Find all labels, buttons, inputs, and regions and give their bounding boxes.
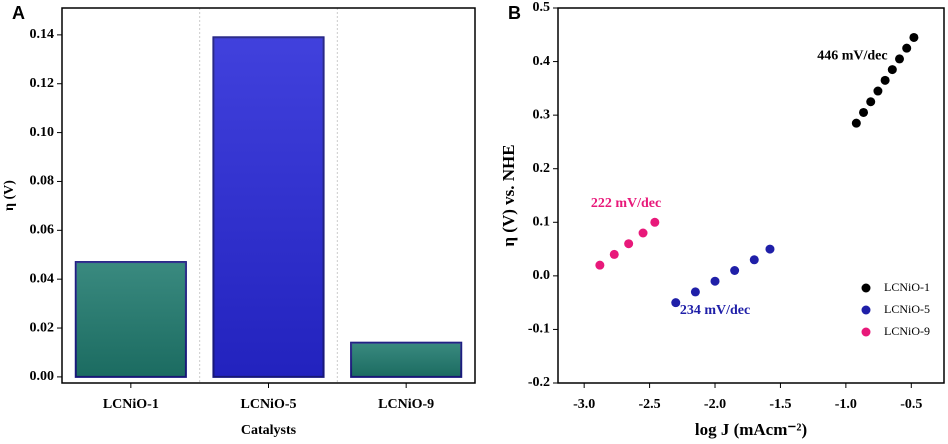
x-tick-label: -2.0	[704, 397, 726, 412]
y-tick-label: 0.02	[30, 320, 55, 335]
annotation: 234 mV/dec	[680, 303, 750, 318]
point	[749, 255, 759, 265]
annotation: 446 mV/dec	[817, 48, 887, 63]
y-tick-label: 0.3	[533, 107, 551, 122]
y-tick-label: 0.00	[30, 369, 55, 384]
point	[859, 107, 869, 117]
x-tick-label: LCNiO-5	[241, 397, 297, 412]
point	[650, 217, 660, 227]
point	[638, 228, 648, 238]
x-tick-label: LCNiO-1	[103, 397, 159, 412]
x-tick-label: -1.0	[835, 397, 857, 412]
legend-label: LCNiO-5	[884, 302, 930, 316]
point	[730, 266, 740, 275]
x-axis-label: log J (mAcm⁻²)	[695, 420, 807, 439]
y-tick-label: 0.14	[30, 27, 55, 42]
y-tick-label: 0.12	[30, 76, 55, 91]
panel-label: B	[508, 3, 521, 23]
y-tick-label: 0.10	[30, 125, 55, 140]
y-tick-label: 0.5	[533, 0, 551, 15]
legend-marker	[861, 283, 871, 293]
point	[851, 118, 861, 128]
point	[902, 43, 912, 53]
y-axis-label: η (V)	[2, 180, 17, 211]
y-tick-label: 0.06	[30, 223, 55, 238]
legend-marker	[861, 327, 871, 337]
point	[609, 249, 619, 259]
point	[887, 65, 897, 75]
y-tick-label: 0.0	[533, 268, 551, 283]
y-axis-label: η (V) vs. NHE	[499, 144, 518, 246]
y-tick-label: 0.1	[533, 215, 551, 230]
point	[671, 298, 681, 308]
legend-marker	[861, 305, 871, 315]
point	[866, 97, 876, 107]
y-tick-label: -0.2	[528, 375, 550, 390]
y-tick-label: 0.2	[533, 161, 551, 176]
plot-frame	[61, 7, 476, 384]
plot-frame	[557, 7, 945, 384]
point	[909, 32, 919, 42]
x-tick-label: -2.5	[639, 397, 661, 412]
bar-shade	[75, 262, 186, 377]
panel-label: A	[12, 3, 25, 23]
point	[690, 287, 700, 297]
point	[765, 244, 775, 254]
y-tick-label: 0.08	[30, 174, 55, 189]
legend-label: LCNiO-1	[884, 280, 930, 294]
x-tick-label: -1.5	[769, 397, 791, 412]
x-axis-label: Catalysts	[241, 423, 297, 438]
point	[595, 260, 605, 270]
legend-label: LCNiO-9	[884, 324, 930, 338]
y-tick-label: 0.4	[533, 54, 551, 69]
x-tick-label: LCNiO-9	[378, 397, 434, 412]
x-tick-label: -0.5	[900, 397, 922, 412]
point	[710, 276, 720, 286]
point	[880, 75, 890, 85]
bar-shade	[213, 37, 324, 377]
x-tick-label: -3.0	[573, 397, 595, 412]
y-tick-label: 0.04	[30, 271, 55, 286]
point	[895, 54, 905, 64]
point	[624, 239, 634, 249]
bar-shade	[351, 342, 462, 377]
y-tick-label: -0.1	[528, 322, 550, 337]
annotation: 222 mV/dec	[591, 196, 661, 211]
point	[873, 86, 883, 96]
